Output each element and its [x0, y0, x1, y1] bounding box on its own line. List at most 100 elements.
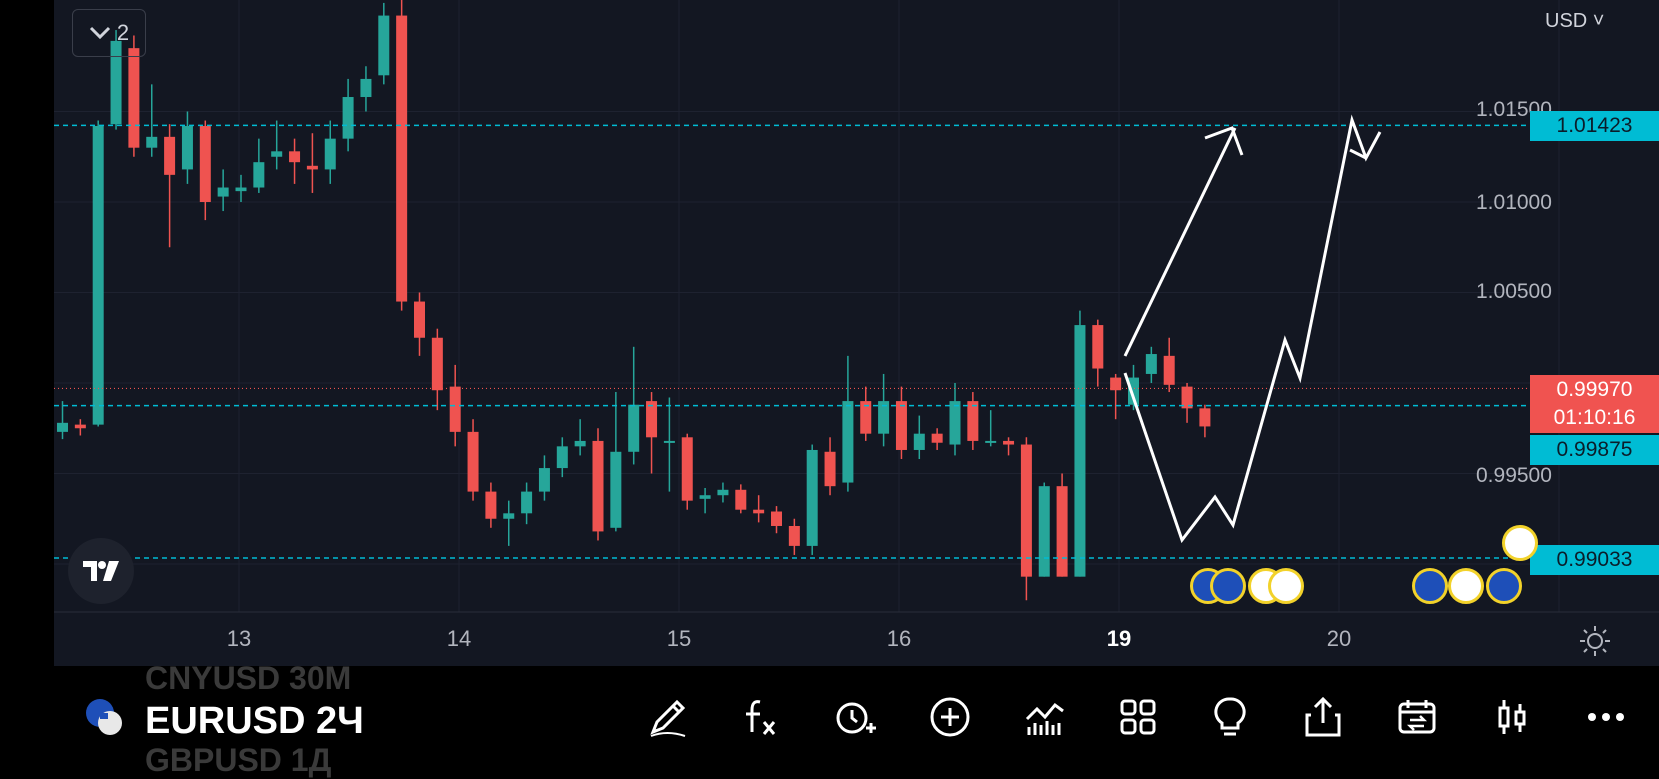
us-flag-icon[interactable] [1502, 525, 1538, 561]
candle-body [1128, 377, 1139, 405]
candle-body [985, 440, 997, 443]
candle-body [681, 437, 693, 501]
previous-symbol[interactable]: CNYUSD 30M [145, 660, 352, 696]
candle-body [1038, 486, 1050, 577]
candle-body [556, 446, 568, 469]
candle-body [931, 433, 943, 443]
candle-body [378, 15, 390, 76]
candle-body [324, 138, 336, 170]
candle-body [342, 97, 354, 139]
candle-body [1003, 440, 1015, 445]
candle-body [1092, 325, 1104, 369]
candle-body [699, 495, 711, 499]
date-label: 15 [666, 626, 692, 651]
candle-body [396, 15, 408, 302]
candle-body [610, 451, 622, 528]
candle-body [485, 491, 497, 519]
alert-icon[interactable] [830, 692, 880, 742]
tradingview-logo[interactable] [68, 538, 134, 604]
chart-area[interactable] [54, 0, 1659, 666]
chevron-down-icon [89, 26, 110, 40]
date-label: 19 [1106, 626, 1132, 651]
candle-body [967, 401, 979, 441]
chevron-down-icon: ˅ [1592, 10, 1605, 32]
date-label: 20 [1326, 626, 1352, 651]
candle-body [503, 513, 515, 519]
candle-body [949, 401, 961, 445]
chart-type-icon[interactable] [1487, 692, 1537, 742]
candle-body [717, 489, 729, 496]
currency-selector[interactable]: USD ˅ [1545, 10, 1604, 33]
candle-body [735, 489, 747, 510]
candle-body [574, 440, 586, 447]
candle-body [74, 424, 86, 429]
bar-countdown: 01:10:16 [1553, 406, 1636, 429]
candle-body [753, 509, 765, 514]
tv-logo-icon [83, 561, 119, 581]
candle-body [538, 468, 550, 492]
date-label: 16 [886, 626, 912, 651]
candle-body [628, 404, 640, 452]
candle-body [467, 431, 479, 492]
candle-body [1181, 386, 1193, 409]
eu-flag-icon[interactable] [1486, 568, 1522, 604]
candle-body [92, 125, 104, 425]
fx-icon[interactable] [734, 692, 784, 742]
candle-body [878, 401, 890, 434]
next-symbol[interactable]: GBPUSD 1Д [145, 742, 332, 778]
candle-body [788, 525, 800, 546]
date-label: 13 [226, 626, 252, 651]
price-chart[interactable] [54, 0, 1659, 666]
currency-label: USD [1545, 10, 1588, 32]
candle-body [217, 187, 229, 197]
arrow-head [1204, 126, 1244, 156]
candle-body [1056, 486, 1068, 577]
bottom-toolbar [0, 666, 1659, 764]
candle-body [824, 451, 836, 487]
candle-body [181, 125, 193, 170]
candle-body [842, 401, 854, 483]
lower-level-tag: 0.99033 [1530, 545, 1659, 575]
candle-body [110, 40, 122, 125]
more-icon[interactable] [1581, 692, 1631, 742]
current-price-tag: 0.99970 01:10:16 [1530, 375, 1659, 433]
us-flag-icon[interactable] [1268, 568, 1304, 604]
candle-body [592, 440, 604, 532]
candle-body [360, 78, 372, 98]
mid-level-tag: 0.99875 [1530, 435, 1659, 465]
indicators-collapse-button[interactable]: 2 [72, 9, 146, 57]
upper-level-tag: 1.01423 [1530, 111, 1659, 141]
candle-body [1074, 325, 1086, 577]
candle-body [289, 151, 301, 163]
candle-body [164, 136, 176, 175]
indicators-icon[interactable] [1020, 692, 1070, 742]
candle-body [57, 422, 68, 432]
layouts-icon[interactable] [1113, 692, 1163, 742]
symbol-title[interactable]: EURUSD 2Ч [145, 700, 364, 742]
calendar-icon[interactable] [1392, 692, 1442, 742]
eu-flag-icon[interactable] [1412, 568, 1448, 604]
eu-us-flag-icon [86, 699, 122, 735]
pen-icon[interactable] [643, 692, 693, 742]
candle-body [449, 386, 461, 432]
current-price: 0.99970 [1556, 378, 1633, 401]
candle-body [1199, 408, 1211, 427]
arrow-head [1349, 148, 1367, 160]
share-icon[interactable] [1298, 692, 1348, 742]
candle-body [663, 440, 675, 443]
candle-body [771, 511, 782, 526]
candle-body [235, 187, 247, 192]
candle-body [271, 151, 283, 157]
projection-arrow-up [1123, 127, 1237, 357]
projection-zigzag [1123, 114, 1382, 544]
candle-body [806, 449, 818, 546]
us-flag-icon[interactable] [1448, 568, 1484, 604]
sun-settings-icon[interactable] [1578, 624, 1612, 658]
candle-body [646, 401, 658, 438]
eu-flag-icon[interactable] [1210, 568, 1246, 604]
candle-body [1110, 377, 1122, 391]
plus-icon[interactable] [925, 692, 975, 742]
candle-body [1020, 444, 1032, 577]
idea-icon[interactable] [1205, 692, 1255, 742]
candle-body [128, 48, 140, 148]
